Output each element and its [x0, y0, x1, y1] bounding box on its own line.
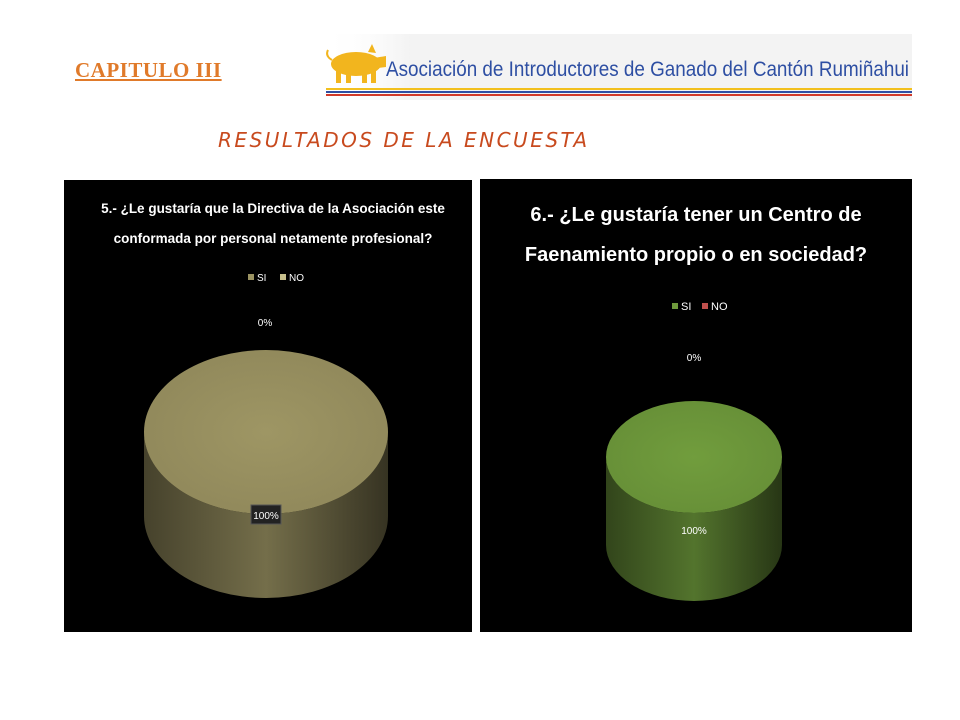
legend-swatch-no [280, 274, 286, 280]
legend-swatch-si [672, 303, 678, 309]
chart-title-line: 6.- ¿Le gustaría tener un Centro de [530, 204, 861, 226]
chapter-heading: CAPITULO III [75, 58, 222, 82]
chart-title-line: conformada por personal netamente profes… [114, 231, 433, 246]
data-label-no: 0% [687, 353, 702, 364]
legend-label-si: SI [681, 301, 691, 313]
legend-label-no: NO [289, 273, 304, 284]
chart-question-5: 5.- ¿Le gustaría que la Directiva de la … [64, 180, 472, 632]
logo-text: Asociación de Introductores de Ganado de… [386, 58, 909, 81]
section-subtitle: RESULTADOS DE LA ENCUESTA [218, 128, 590, 152]
data-label-si: 100% [253, 511, 279, 522]
legend-label-no: NO [711, 301, 728, 313]
banner-stripe-red [326, 94, 912, 96]
legend-swatch-si [248, 274, 254, 280]
banner-stripe-yellow [326, 88, 912, 90]
pie-slice-si [606, 401, 782, 513]
chart-title-line: Faenamiento propio o en sociedad? [525, 244, 867, 266]
legend-label-si: SI [257, 273, 266, 284]
legend-swatch-no [702, 303, 708, 309]
data-label-si: 100% [681, 526, 707, 537]
chart-question-6: 6.- ¿Le gustaría tener un Centro de Faena… [480, 179, 912, 632]
banner-stripe-blue [326, 91, 912, 93]
data-label-box [250, 504, 282, 525]
chart-title-line: 5.- ¿Le gustaría que la Directiva de la … [101, 201, 445, 216]
association-logo-banner: Asociación de Introductores de Ganado de… [322, 34, 912, 100]
pig-icon [326, 44, 386, 83]
data-label-no: 0% [258, 318, 273, 329]
pie-slice-side-si [606, 457, 782, 601]
pie-slice-si [144, 350, 388, 514]
